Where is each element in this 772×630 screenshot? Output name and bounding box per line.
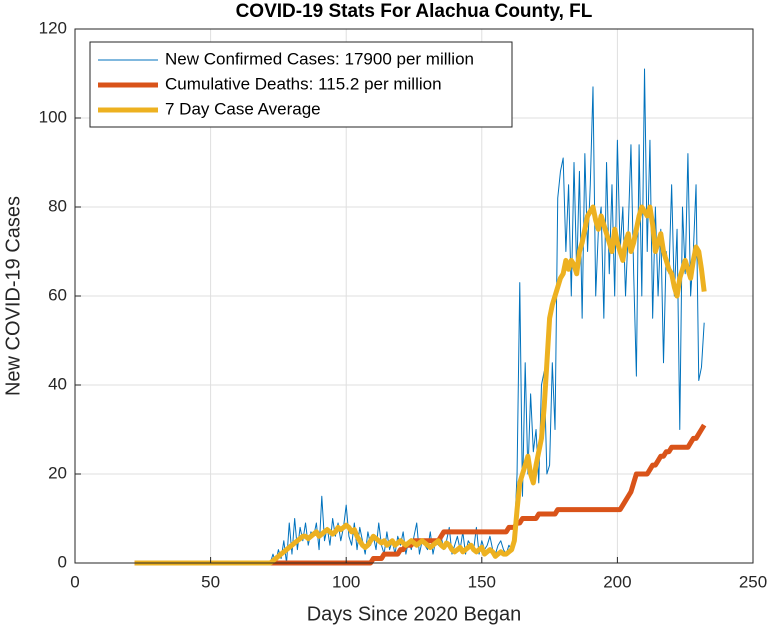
x-tick-label: 150 [468,572,496,591]
y-tick-label: 0 [58,552,67,571]
y-tick-label: 60 [48,285,67,304]
y-tick-label: 100 [39,107,67,126]
legend-label: Cumulative Deaths: 115.2 per million [165,74,442,93]
legend-label: 7 Day Case Average [165,99,321,118]
x-tick-label: 100 [332,572,360,591]
legend-box [89,41,513,128]
x-tick-label: 0 [70,572,79,591]
x-tick-label: 50 [201,572,220,591]
y-tick-label: 20 [48,463,67,482]
x-axis-label: Days Since 2020 Began [307,603,522,625]
y-axis-label: New COVID-19 Cases [2,196,24,396]
y-tick-label: 120 [39,18,67,37]
y-tick-label: 40 [48,374,67,393]
legend-label: New Confirmed Cases: 17900 per million [165,49,474,68]
x-tick-label: 200 [603,572,631,591]
x-tick-label: 250 [739,572,767,591]
y-tick-label: 80 [48,196,67,215]
chart-title: COVID-19 Stats For Alachua County, FL [236,1,593,22]
